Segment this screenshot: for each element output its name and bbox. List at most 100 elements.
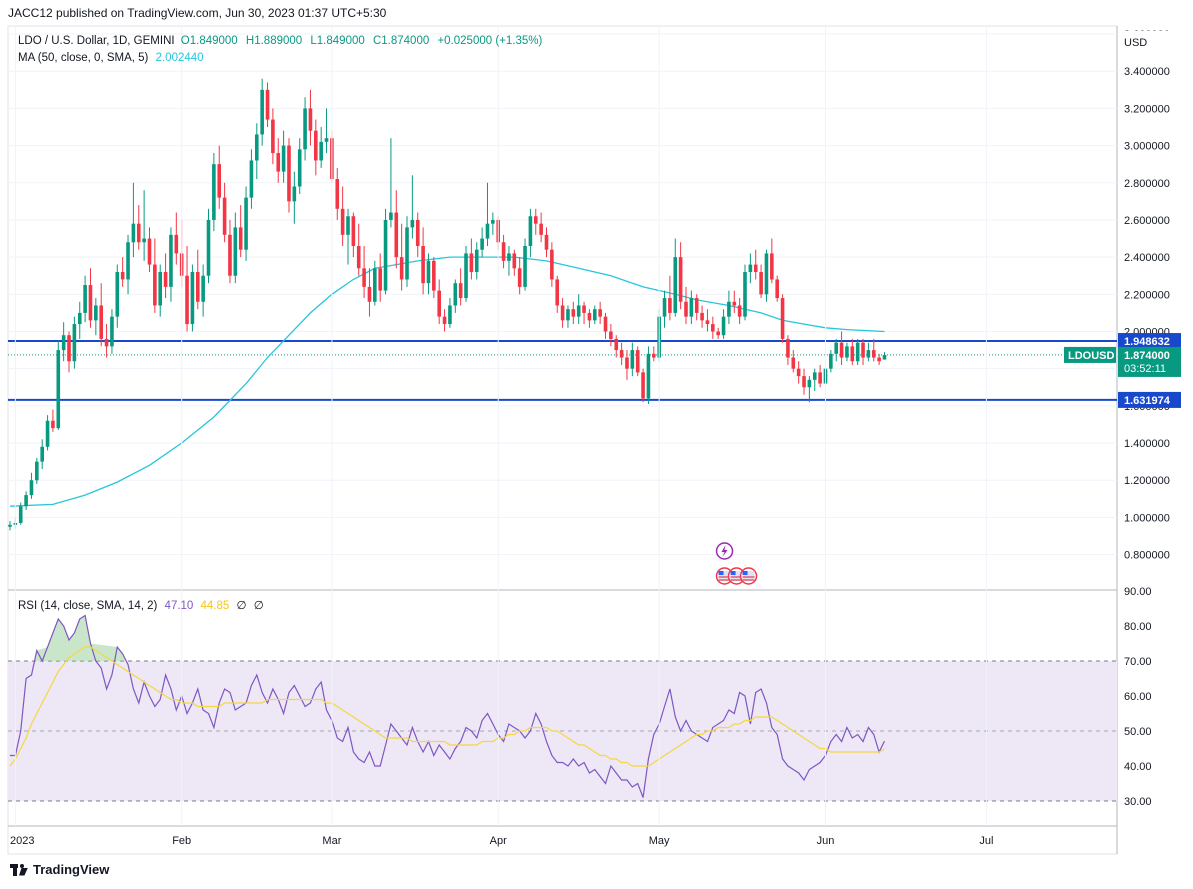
candle-body [855, 342, 860, 362]
candle-body [791, 357, 796, 369]
candle-body [737, 305, 742, 317]
candle-body [24, 495, 28, 507]
rsi-line [10, 614, 886, 798]
candle-body [287, 145, 291, 202]
us-flag-icon [739, 567, 758, 585]
candle-body [523, 245, 527, 287]
candle-body [721, 316, 726, 336]
candle-body [163, 272, 168, 287]
earnings-lightning-icon [715, 542, 734, 560]
symbol-legend[interactable]: LDO / U.S. Dollar, 1D, GEMINI O1.849000 … [18, 35, 547, 47]
candle-body [517, 268, 522, 287]
candle-body [453, 283, 458, 306]
candle-body [110, 316, 114, 347]
ma-legend[interactable]: MA (50, close, 0, SMA, 5) 2.002440 [18, 52, 204, 64]
price-tick-label: 0.800000 [1124, 550, 1170, 562]
rsi-overbought-fill [34, 615, 126, 661]
candle-body [362, 268, 366, 287]
candle-body [383, 219, 388, 291]
time-tick-label: Feb [172, 835, 191, 847]
candle-body [748, 264, 753, 273]
candle-body [206, 219, 211, 276]
candle-body [190, 272, 195, 325]
candle-body [587, 312, 592, 321]
candle-body [356, 245, 361, 269]
candle-body [780, 298, 785, 339]
candle-body [389, 212, 393, 220]
candle-body [694, 298, 699, 313]
candle-body [367, 286, 372, 302]
price-tick-label: 2.400000 [1124, 252, 1170, 264]
price-tick-label: 3.200000 [1124, 103, 1170, 115]
rsi-tick-label: 30.00 [1124, 796, 1152, 808]
rsi-ma-line [9, 646, 885, 767]
candle-body [786, 338, 790, 358]
candle-body [56, 350, 61, 429]
candle-body [673, 257, 678, 313]
support-price-badge [1118, 391, 1181, 408]
candle-body [228, 234, 232, 276]
candle-body [619, 350, 624, 358]
candle-body [29, 480, 34, 496]
candle-body [8, 524, 12, 527]
time-tick-label: May [649, 835, 670, 847]
candle-body [592, 309, 597, 321]
candle-body [131, 223, 136, 243]
price-tick-label: 3.000000 [1124, 141, 1170, 153]
candle-body [566, 309, 570, 321]
candle-body [689, 298, 694, 317]
symbol-badge-bg [1064, 346, 1116, 363]
candle-body [802, 376, 806, 388]
candle-body [630, 350, 635, 369]
rsi-value: 47.10 [164, 600, 194, 612]
candle-body [314, 130, 318, 161]
candle-body [195, 272, 200, 302]
candle-body [340, 208, 345, 235]
candle-body [346, 216, 350, 235]
candle-body [485, 223, 490, 239]
candle-body [614, 338, 619, 351]
candle-body [796, 368, 801, 377]
candle-body [834, 342, 839, 354]
candle-body [126, 242, 130, 280]
candle-body [292, 186, 297, 202]
candle-body [571, 309, 576, 317]
time-tick-label: Apr [490, 835, 507, 847]
close-value: C1.874000 [372, 35, 430, 47]
candle-body [378, 268, 382, 291]
ma-value: 2.002440 [155, 52, 204, 64]
candle-body [410, 219, 415, 228]
candle-body [480, 238, 484, 250]
candle-body [491, 219, 495, 224]
candle-body [625, 357, 629, 369]
rsi-legend[interactable]: RSI (14, close, SMA, 14, 2) 47.10 44.85 … [18, 598, 264, 612]
candle-body [839, 342, 844, 358]
time-tick-label: Mar [322, 835, 341, 847]
candle-body [743, 272, 747, 317]
rsi-tick-label: 80.00 [1124, 621, 1152, 633]
candle-body [249, 160, 254, 198]
candle-body [394, 212, 399, 258]
price-tick-label: 3.400000 [1124, 66, 1170, 78]
candle-body [641, 372, 645, 399]
candle-body [35, 461, 39, 481]
candle-body [533, 216, 538, 224]
candle-body [67, 335, 71, 362]
price-tick-label: 2.800000 [1124, 178, 1170, 190]
candle-body [507, 253, 511, 261]
tradingview-logo[interactable]: TradingView [10, 862, 109, 877]
ma-label: MA (50, close, 0, SMA, 5) [18, 52, 149, 64]
candle-body [850, 346, 855, 362]
candle-body [845, 346, 849, 358]
candle-body [877, 357, 881, 362]
candle-body [560, 305, 565, 321]
candle-body [539, 223, 543, 235]
candle-body [136, 223, 141, 243]
candle-body [544, 234, 549, 250]
candle-body [18, 506, 23, 523]
low-value: L1.849000 [310, 35, 365, 47]
candle-body [474, 249, 479, 273]
candle-body [635, 350, 640, 373]
candle-body [528, 216, 533, 246]
